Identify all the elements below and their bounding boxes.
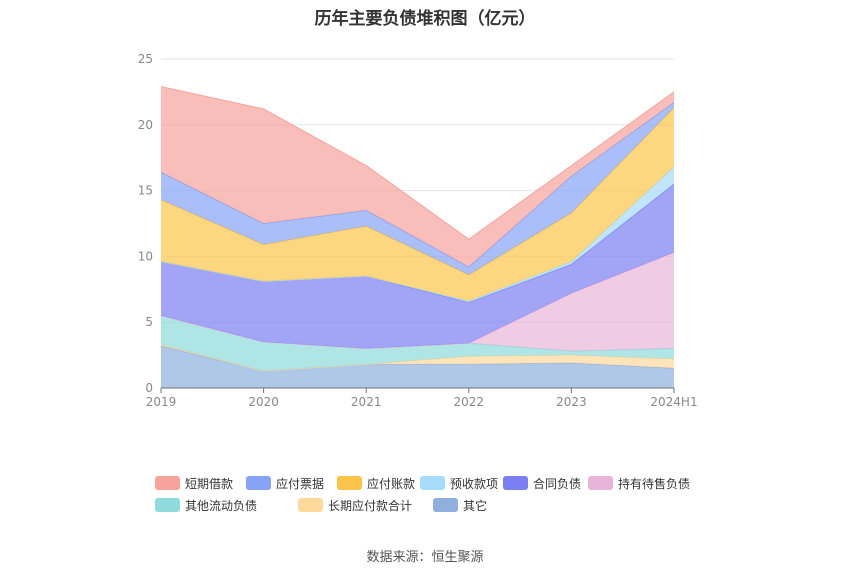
legend-label: 预收款项 [450, 476, 499, 491]
legend-label: 应付账款 [367, 476, 416, 491]
x-tick-label: 2023 [556, 395, 587, 409]
area-series-应付账款[interactable] [161, 107, 674, 302]
legend-item-other-current-liabilities[interactable]: 其他流动负债 [155, 497, 298, 514]
y-tick-label: 15 [138, 184, 153, 198]
legend-label: 应付票据 [276, 476, 325, 491]
legend-row-2: 其他流动负债 长期应付款合计 其它 [155, 494, 755, 516]
x-tick-label: 2019 [146, 395, 177, 409]
area-series-其它[interactable] [161, 345, 674, 388]
y-tick-label: 25 [138, 52, 153, 66]
area-series-长期应付款合计[interactable] [161, 344, 674, 371]
y-tick-label: 0 [145, 381, 153, 395]
legend-item-accounts-payable[interactable]: 应付账款 [337, 475, 420, 492]
legend-swatch [420, 476, 445, 490]
area-series-合同负债[interactable] [161, 184, 674, 349]
source-note: 数据来源：恒生聚源 [366, 550, 484, 565]
legend-swatch [588, 476, 613, 490]
y-tick-label: 5 [145, 315, 153, 329]
x-tick-label: 2022 [454, 395, 485, 409]
legend-label: 合同负债 [533, 476, 582, 491]
y-tick-label: 20 [138, 118, 153, 132]
legend-item-advance-receipts[interactable]: 预收款项 [420, 475, 503, 492]
legend: 短期借款 应付票据 应付账款 预收款项 合同负债 持有待售负债 其他流动负债 [155, 472, 755, 516]
legend-swatch [337, 476, 362, 490]
legend-item-held-for-sale-liabilities[interactable]: 持有待售负债 [588, 475, 698, 492]
chart-title: 历年主要负债堆积图（亿元） [314, 9, 536, 29]
legend-swatch [503, 476, 528, 490]
area-series-持有待售负债[interactable] [161, 252, 674, 352]
legend-swatch [298, 498, 323, 512]
area-series-edge [160, 86, 675, 240]
area-series-应付票据[interactable] [161, 102, 674, 275]
x-tick-label: 2021 [351, 395, 382, 409]
axes: 0 5 10 15 20 25 2019 2020 2021 2022 2023 2024H1 [138, 52, 698, 409]
legend-label: 其它 [463, 498, 488, 513]
y-tick-label: 10 [138, 249, 153, 263]
legend-row-1: 短期借款 应付票据 应付账款 预收款项 合同负债 持有待售负债 [155, 472, 755, 494]
x-tick-label: 2020 [248, 395, 279, 409]
legend-swatch [246, 476, 271, 490]
area-series-短期借款[interactable] [161, 86, 674, 267]
x-tick-label: 2024H1 [650, 395, 697, 409]
legend-item-other[interactable]: 其它 [433, 497, 513, 514]
area-series-其他流动负债[interactable] [161, 315, 674, 371]
area-series [160, 86, 675, 388]
legend-item-contract-liabilities[interactable]: 合同负债 [503, 475, 588, 492]
legend-item-notes-payable[interactable]: 应付票据 [246, 475, 337, 492]
legend-label: 持有待售负债 [618, 476, 691, 491]
legend-label: 其他流动负债 [185, 498, 258, 513]
legend-swatch [155, 498, 180, 512]
legend-item-long-term-payables[interactable]: 长期应付款合计 [298, 497, 433, 514]
legend-item-short-term-loans[interactable]: 短期借款 [155, 475, 246, 492]
legend-swatch [433, 498, 458, 512]
legend-label: 短期借款 [185, 476, 234, 491]
legend-swatch [155, 476, 180, 490]
legend-label: 长期应付款合计 [328, 498, 413, 513]
